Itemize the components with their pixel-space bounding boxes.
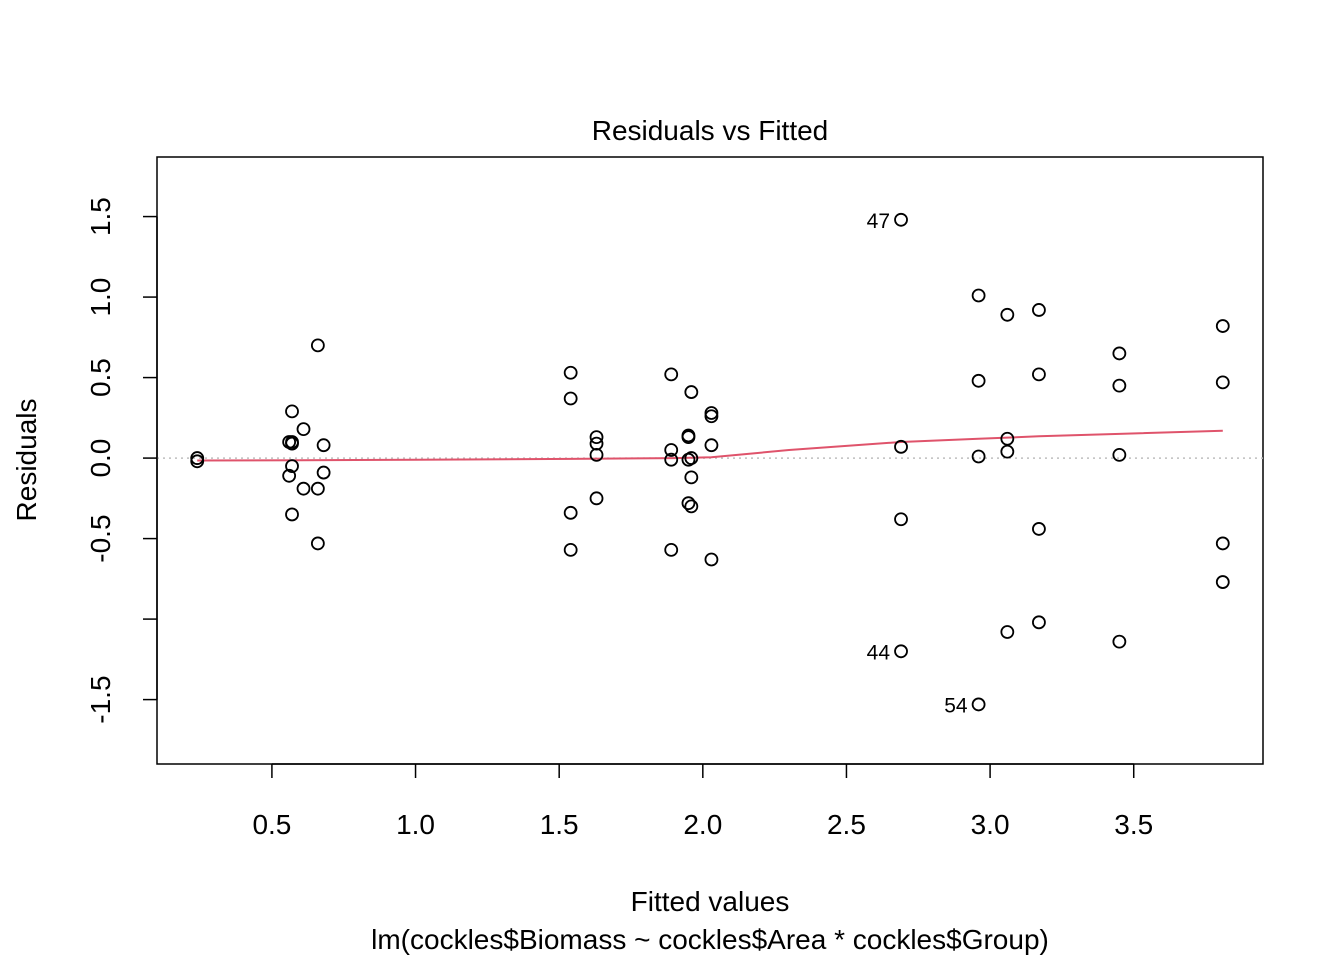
data-point [589,447,604,462]
data-point [664,542,679,557]
data-point [664,452,679,467]
data-point [296,422,311,437]
y-tick-label: 0.5 [85,358,116,397]
y-axis-label: Residuals [11,399,42,522]
data-point [684,451,699,465]
data-point [704,409,719,424]
data-point [310,481,325,496]
data-point [1000,625,1015,639]
data-point [310,338,325,353]
data-point [1215,536,1230,551]
data-point [681,496,696,511]
data-point [589,491,604,506]
data-point [1112,447,1127,462]
data-point [684,499,699,514]
y-tick-label: 1.0 [85,278,116,317]
y-tick-label: -1.5 [85,675,116,723]
x-tick-label: 2.5 [827,809,866,840]
x-tick-label: 1.0 [396,809,435,840]
data-point [1112,378,1127,393]
data-point [894,212,908,227]
data-point [285,459,299,474]
data-point [589,430,604,445]
data-point [1112,634,1127,649]
chart-title: Residuals vs Fitted [592,115,829,146]
data-point [1000,307,1015,322]
data-point [563,505,578,520]
data-point [704,438,719,453]
data-point [285,507,299,522]
data-point [282,468,297,483]
data-point [296,481,311,496]
data-point [894,644,908,659]
smoother-line [197,429,1223,462]
x-axis-label: Fitted values [631,886,790,917]
x-tick-label: 2.0 [683,809,722,840]
data-point [971,288,986,303]
data-point [1112,346,1127,361]
x-tick-label: 3.5 [1114,809,1153,840]
data-point [1032,367,1046,382]
data-point [664,443,679,457]
data-point [1215,319,1230,333]
data-point [971,373,986,388]
data-point [1215,375,1230,390]
data-point [894,439,908,454]
x-tick-label: 1.5 [540,809,579,840]
y-tick-label: 0.0 [85,439,116,478]
data-point [563,365,578,380]
data-point [1215,575,1230,589]
data-point [684,385,699,399]
point-label: 54 [944,694,968,717]
data-point [316,438,331,453]
data-point [704,552,719,567]
y-tick-label: 1.5 [85,197,116,236]
data-point [1032,615,1046,630]
data-point [971,449,986,464]
x-tick-label: 0.5 [252,809,291,840]
data-point [684,470,699,485]
data-point [1032,522,1046,536]
point-label: 47 [867,210,890,233]
data-point [285,404,299,419]
data-point [664,367,679,382]
data-point [1032,303,1046,317]
x-tick-label: 3.0 [971,809,1010,840]
data-point [681,430,696,445]
data-point [563,391,578,406]
chart-subtitle: lm(cockles$Biomass ~ cockles$Area * cock… [371,924,1049,955]
data-point [894,512,908,527]
data-point [1000,444,1015,459]
data-point [310,536,325,551]
data-point [316,465,331,480]
point-label: 44 [867,641,891,664]
data-point [285,436,299,451]
data-point [971,697,986,712]
data-point [190,454,205,469]
data-point [563,542,578,557]
y-tick-label: -0.5 [85,514,116,562]
